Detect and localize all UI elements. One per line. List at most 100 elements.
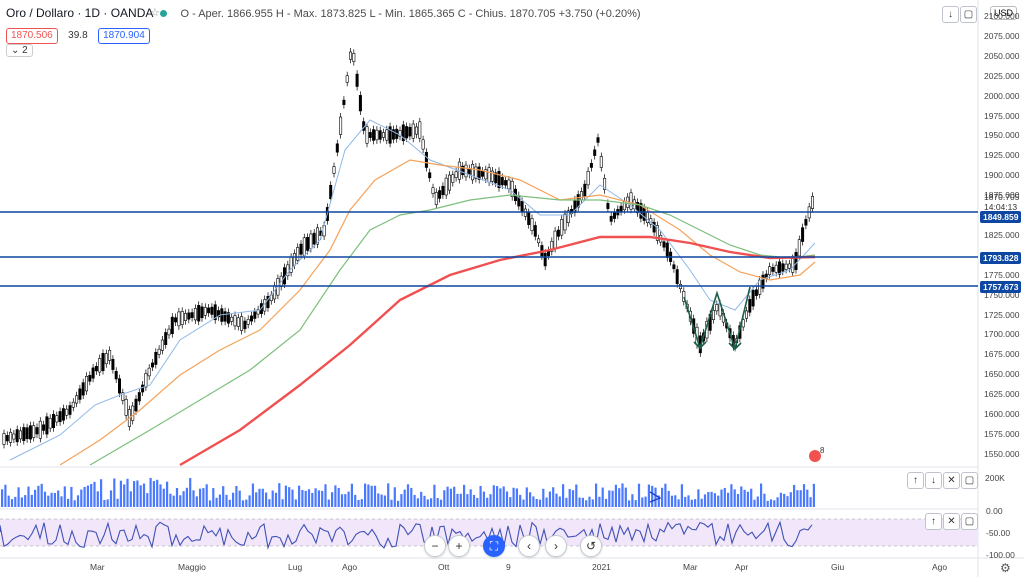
- price-tick: 2100.000: [984, 11, 1020, 21]
- rsi-pane-maximize-icon[interactable]: ▢: [961, 513, 978, 530]
- fit-screen-button[interactable]: ⛶: [483, 535, 505, 557]
- candle: [589, 162, 593, 168]
- volume-bar: [387, 483, 390, 507]
- volume-bar: [274, 492, 278, 507]
- arrow-down-icon[interactable]: ↓: [942, 6, 959, 23]
- candle: [599, 156, 603, 168]
- earnings-count[interactable]: 8: [820, 446, 825, 455]
- candle: [246, 318, 250, 325]
- zoom-in-button[interactable]: +: [448, 535, 470, 557]
- candle: [711, 310, 715, 320]
- currency-button[interactable]: USD: [990, 6, 1018, 20]
- volume-bar: [618, 488, 621, 507]
- volume-bar: [109, 490, 113, 507]
- maximize-icon[interactable]: ▢: [960, 6, 977, 23]
- reset-button[interactable]: ↺: [580, 535, 602, 557]
- volume-bar: [364, 483, 367, 507]
- volume-bar: [248, 495, 251, 507]
- volume-bar: [47, 495, 50, 507]
- scroll-left-button[interactable]: ‹: [518, 535, 540, 557]
- volume-bar: [268, 499, 271, 507]
- volume-bar: [14, 496, 17, 507]
- rsi-pane-close-icon[interactable]: ✕: [943, 513, 960, 530]
- volume-bar: [469, 489, 472, 507]
- volume-bar: [443, 490, 446, 507]
- rsi-pane-up-icon[interactable]: ↑: [925, 513, 942, 530]
- candle: [141, 384, 145, 393]
- volume-bar: [456, 493, 459, 507]
- price-tick: 1775.000: [984, 269, 1020, 280]
- volume-bar: [212, 488, 215, 507]
- volume-bar: [383, 495, 386, 507]
- volume-bar: [608, 490, 611, 507]
- volume-bar: [766, 500, 769, 507]
- candle: [461, 165, 465, 176]
- candle: [296, 247, 300, 261]
- volume-bar: [30, 494, 33, 507]
- volume-bar: [142, 483, 146, 507]
- time-tick: Ago: [932, 562, 948, 572]
- pane-close-icon[interactable]: ✕: [943, 472, 960, 489]
- candle: [131, 405, 135, 421]
- candle: [151, 362, 155, 368]
- volume-bar: [123, 484, 126, 507]
- volume-bar: [146, 493, 149, 507]
- volume-bar: [373, 485, 377, 507]
- volume-bar: [634, 500, 637, 507]
- volume-bar: [423, 495, 426, 507]
- candle: [22, 427, 26, 441]
- volume-bar: [255, 492, 258, 507]
- volume-bar: [360, 499, 363, 507]
- volume-bar: [670, 495, 674, 507]
- candle: [111, 358, 115, 370]
- candle: [78, 388, 82, 400]
- candle: [401, 124, 405, 142]
- candle: [154, 351, 158, 365]
- symbol-title[interactable]: Oro / Dollaro · 1D · OANDA: [6, 6, 154, 20]
- chart-legend: Oro / Dollaro · 1D · OANDA O - Aper. 186…: [6, 6, 641, 20]
- star-icon[interactable]: ☆: [150, 7, 160, 19]
- candle: [530, 218, 534, 232]
- candle: [645, 211, 649, 224]
- pane-maximize-icon[interactable]: ▢: [961, 472, 978, 489]
- candle: [144, 373, 148, 388]
- pane-down-icon[interactable]: ↓: [925, 472, 942, 489]
- volume-bar: [354, 494, 357, 507]
- candle: [652, 221, 656, 233]
- volume-arrow-drawing: [649, 491, 662, 503]
- volume-bar: [581, 497, 584, 507]
- volume-bar: [202, 488, 205, 507]
- volume-bar: [426, 499, 429, 507]
- candle: [784, 263, 788, 270]
- zoom-out-button[interactable]: −: [424, 535, 446, 557]
- volume-bar: [776, 497, 779, 507]
- volume-bar: [806, 489, 809, 507]
- candle: [467, 168, 471, 175]
- volume-bar: [515, 488, 518, 507]
- studies-toggle[interactable]: ⌄ 2: [6, 44, 33, 57]
- volume-bar: [50, 492, 53, 507]
- volume-bar: [67, 498, 70, 507]
- candle: [286, 264, 290, 277]
- candle: [672, 264, 676, 270]
- rsi-axis-50: -50.00: [986, 528, 1011, 538]
- candle: [42, 424, 46, 431]
- volume-bar: [542, 488, 545, 507]
- volume-bar: [489, 494, 492, 507]
- volume-bar: [565, 497, 568, 507]
- volume-bar: [416, 498, 419, 507]
- volume-bar: [380, 494, 383, 507]
- candle: [2, 433, 6, 445]
- pane-up-icon[interactable]: ↑: [907, 472, 924, 489]
- scroll-right-button[interactable]: ›: [545, 535, 567, 557]
- settings-gear-icon[interactable]: ⚙: [1000, 561, 1011, 575]
- candle: [682, 290, 686, 302]
- price-tick: 1675.000: [984, 349, 1020, 360]
- ask-price[interactable]: 1870.904: [98, 28, 150, 44]
- volume-bar: [624, 487, 627, 507]
- candle: [213, 304, 217, 321]
- volume-bar: [245, 499, 248, 507]
- volume-bar: [357, 499, 360, 507]
- bid-price[interactable]: 1870.506: [6, 28, 58, 44]
